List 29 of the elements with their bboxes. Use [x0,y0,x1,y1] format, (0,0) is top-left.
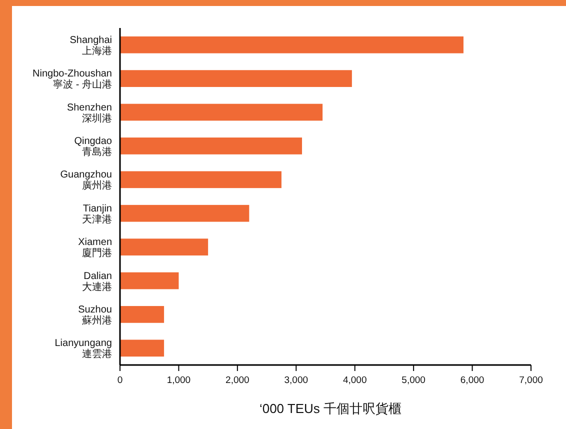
bar [120,204,250,222]
y-tick-label: Lianyungang 連雲港 [54,338,112,360]
x-axis-title: ‘000 TEUs 千個廿呎貨櫃 [259,401,402,416]
x-tick-label: 4,000 [342,375,367,386]
y-tick-label: Dalian 大連港 [82,270,112,293]
bar [120,238,208,256]
x-tick-label: 6,000 [460,375,484,386]
y-tick-label: Ningbo-Zhoushan 寧波 - 舟山港 [32,68,112,91]
bar [120,138,302,154]
y-tick-label: Shenzhen 深圳港 [66,102,112,124]
x-tick-label: 2,000 [226,375,250,386]
x-tick-label: 1,000 [166,375,191,386]
bar [120,36,464,54]
y-tick-label: Guangzhou 廣州港 [60,170,112,192]
x-tick-label: 3,000 [284,375,308,386]
y-tick-label: Qingdao 青島港 [74,136,112,158]
y-tick-label: Xiamen 廈門港 [78,237,112,260]
bar [120,70,352,87]
y-tick-label: Suzhou 蘇州港 [78,304,112,326]
x-tick-label: 5,000 [402,375,426,386]
bar [120,104,323,121]
bar [120,171,282,188]
y-tick-label: Shanghai 上海港 [70,34,112,57]
x-tick-label: 0 [117,375,123,386]
bar [120,306,164,323]
x-tick-label: 7,000 [519,375,543,386]
y-tick-label: Tianjin 天津港 [82,203,112,226]
bar [120,340,164,357]
bar [120,272,179,290]
